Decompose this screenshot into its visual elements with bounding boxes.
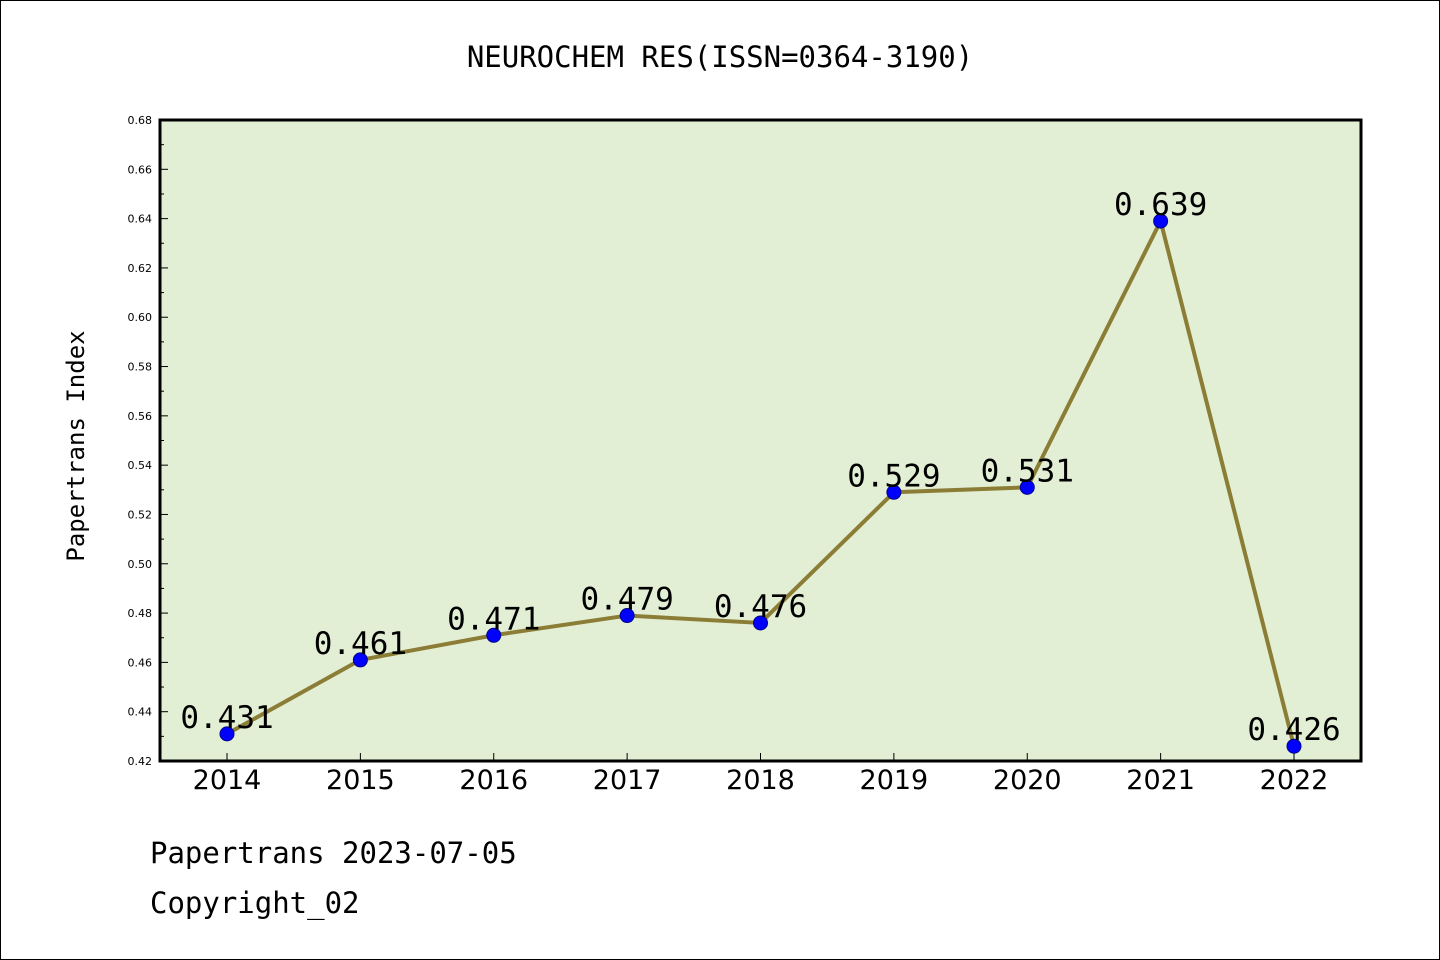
y-tick-label: 0.48 — [128, 607, 153, 620]
x-tick-label: 2017 — [593, 765, 662, 796]
data-labels-group: 0.431 0.461 0.471 0.479 0.476 0.529 0.531 0.639… — [180, 187, 1340, 748]
data-label: 0.431 — [180, 700, 273, 736]
footer-date: Papertrans 2023-07-05 — [150, 836, 517, 870]
x-tick-label: 2016 — [459, 765, 528, 796]
data-point — [619, 608, 635, 624]
data-label: 0.531 — [981, 453, 1074, 489]
chart-title: NEUROCHEM RES(ISSN=0364-3190) — [467, 40, 973, 74]
y-axis-label: Papertrans Index — [62, 330, 90, 561]
y-tick-label: 0.66 — [128, 163, 153, 176]
y-tick-label: 0.64 — [128, 213, 153, 226]
data-label: 0.471 — [447, 601, 540, 637]
x-tick-label: 2018 — [726, 765, 795, 796]
data-label: 0.476 — [714, 589, 807, 625]
data-point — [219, 726, 235, 742]
data-label: 0.529 — [847, 458, 940, 494]
x-tick-label: 2014 — [193, 765, 262, 796]
data-point — [753, 615, 768, 631]
x-axis-ticks: 2014 2015 2016 2017 2018 2019 2020 2021 2022 — [193, 753, 1329, 796]
data-point — [886, 484, 902, 500]
data-label: 0.479 — [580, 582, 673, 618]
y-tick-label: 0.60 — [128, 311, 153, 324]
y-tick-label: 0.68 — [128, 114, 153, 127]
data-point — [352, 652, 368, 668]
y-tick-label: 0.62 — [128, 262, 153, 275]
y-axis-ticks: 0.42 0.44 0.46 0.48 0.50 0.52 0.54 0.56 0.58 0.60… — [128, 114, 168, 768]
y-tick-label: 0.46 — [128, 656, 153, 669]
y-tick-label: 0.56 — [128, 410, 153, 423]
data-point — [1019, 479, 1035, 495]
y-tick-label: 0.58 — [128, 361, 153, 374]
y-tick-label: 0.42 — [128, 755, 153, 768]
footer-copyright: Copyright_02 — [150, 886, 360, 920]
y-tick-label: 0.44 — [128, 706, 153, 719]
y-tick-label: 0.50 — [128, 558, 153, 571]
series-line-group — [219, 213, 1302, 754]
x-tick-label: 2015 — [326, 765, 395, 796]
data-label: 0.639 — [1114, 187, 1207, 223]
data-label: 0.426 — [1247, 712, 1340, 748]
x-tick-label: 2022 — [1260, 765, 1329, 796]
y-tick-label: 0.54 — [128, 459, 153, 472]
x-tick-label: 2020 — [993, 765, 1062, 796]
x-tick-label: 2019 — [860, 765, 929, 796]
data-label: 0.461 — [314, 626, 407, 662]
y-tick-label: 0.52 — [128, 508, 153, 521]
data-point — [1286, 738, 1302, 754]
x-tick-label: 2021 — [1126, 765, 1195, 796]
data-point — [1153, 213, 1169, 229]
data-point — [486, 627, 502, 643]
